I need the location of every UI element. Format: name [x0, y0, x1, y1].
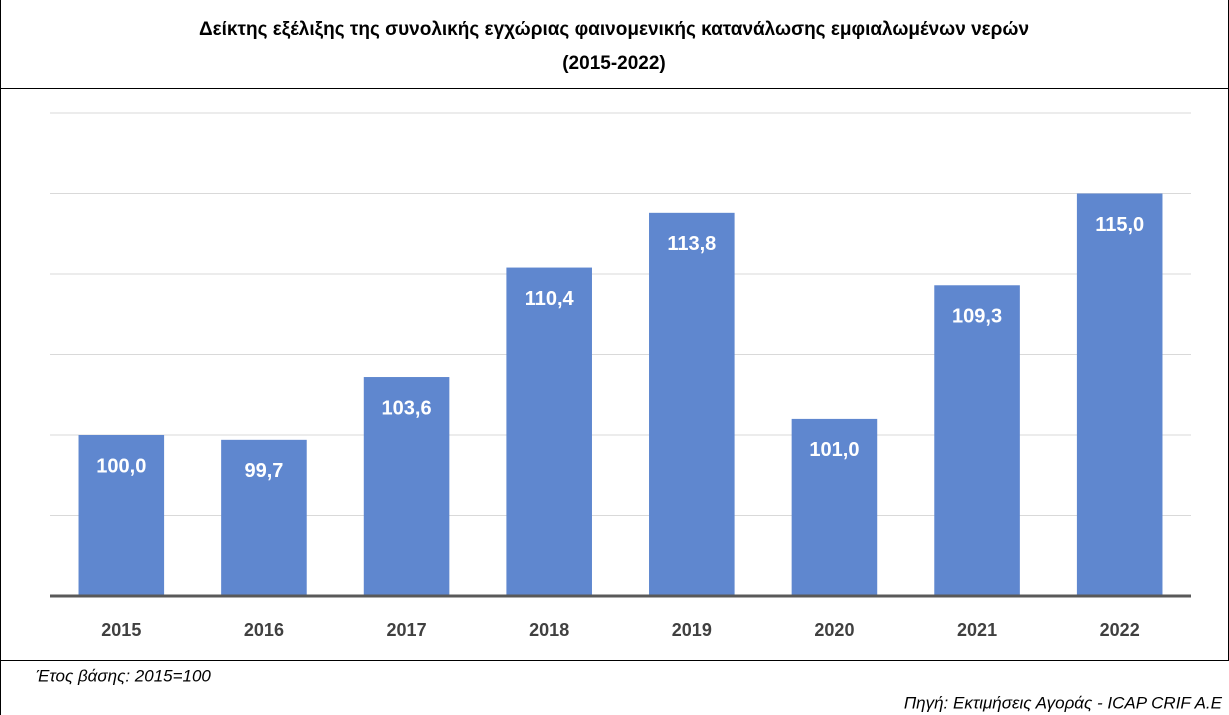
x-tick-label: 2015 — [101, 620, 141, 640]
chart-title: Δείκτης εξέλιξης της συνολικής εγχώριας … — [199, 19, 1029, 40]
bar — [506, 267, 592, 596]
value-label: 115,0 — [1095, 214, 1144, 236]
x-tick-label: 2019 — [672, 620, 712, 640]
value-label: 110,4 — [525, 288, 575, 310]
bar — [791, 418, 878, 596]
bar — [1076, 193, 1163, 596]
x-tick-label: 2022 — [1100, 620, 1140, 640]
chart-title: (2015-2022) — [562, 53, 666, 74]
value-label: 103,6 — [382, 397, 432, 419]
value-label: 113,8 — [667, 233, 716, 255]
x-tick-label: 2018 — [529, 620, 569, 640]
x-tick-label: 2020 — [814, 620, 854, 640]
value-label: 99,7 — [244, 460, 283, 482]
bar — [649, 212, 735, 596]
x-tick-label: 2021 — [957, 620, 997, 640]
x-tick-label: 2017 — [387, 620, 427, 640]
value-label: 100,0 — [96, 455, 146, 477]
bar — [363, 377, 450, 596]
x-tick-label: 2016 — [244, 620, 284, 640]
bar — [221, 439, 307, 596]
note: Έτος βάσης: 2015=100 — [36, 666, 211, 685]
source: Πηγή: Εκτιμήσεις Αγοράς - ICAP CRIF A.E — [904, 693, 1223, 712]
bar — [934, 285, 1020, 596]
bar — [78, 435, 165, 596]
value-label: 101,0 — [809, 439, 859, 461]
value-label: 109,3 — [952, 306, 1002, 328]
